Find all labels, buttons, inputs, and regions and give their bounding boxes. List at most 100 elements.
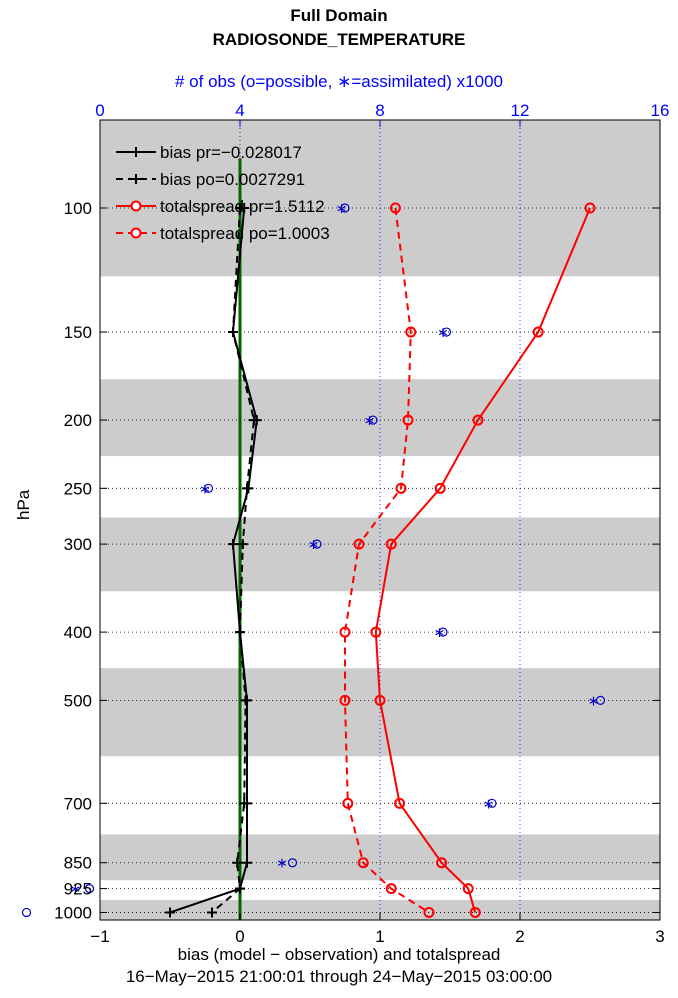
x-tick-label: 1 bbox=[375, 927, 384, 946]
obs-assimilated-marker: ∗ bbox=[70, 881, 82, 897]
obs-possible-marker bbox=[312, 539, 322, 549]
chart-title: Full Domain bbox=[290, 6, 388, 25]
x-tick-label: −1 bbox=[90, 927, 109, 946]
series-point bbox=[235, 627, 245, 638]
series-point bbox=[394, 797, 406, 809]
date-range: 16−May−2015 21:00:01 through 24−May−2015… bbox=[125, 967, 553, 986]
gray-band bbox=[100, 517, 660, 592]
series-line-3 bbox=[344, 207, 430, 914]
series-point bbox=[240, 695, 251, 706]
axis-ticks: −1 0 1 2 30 4 8 12 16100150200250300400500700850… bbox=[54, 101, 669, 946]
series-line-1 bbox=[211, 207, 256, 914]
series-line-2 bbox=[374, 207, 591, 913]
obs-possible-marker bbox=[84, 883, 95, 894]
legend-label: totalspread pr=1.5112 bbox=[160, 197, 325, 216]
gray-band bbox=[100, 834, 660, 881]
y-tick-label: 200 bbox=[64, 411, 92, 430]
y-tick-label: 925 bbox=[64, 880, 92, 899]
legend-marker bbox=[130, 200, 142, 212]
legend-label: bias po=0.0027291 bbox=[160, 170, 305, 189]
legend-marker bbox=[131, 174, 141, 184]
obs-possible-marker bbox=[487, 798, 497, 808]
y-tick-label: 850 bbox=[64, 854, 92, 873]
series-point bbox=[385, 538, 397, 550]
obs-possible-marker bbox=[287, 858, 298, 868]
y-tick-label: 250 bbox=[64, 479, 92, 498]
series-point bbox=[395, 482, 407, 494]
plot-frame bbox=[99, 119, 661, 921]
obs-possible-marker bbox=[438, 627, 448, 637]
x-tick-label: 2 bbox=[515, 927, 524, 946]
y-axis-label: hPa bbox=[14, 489, 33, 520]
obs-assimilated-marker: ∗ bbox=[199, 480, 211, 496]
y-tick-label: 300 bbox=[64, 535, 92, 554]
series-point bbox=[584, 202, 596, 214]
x-tick-label: 3 bbox=[655, 927, 664, 946]
obs-assimilated-marker: ∗ bbox=[364, 412, 376, 428]
top-axis-label: # of obs (o=possible, ∗=assimilated) x10… bbox=[175, 72, 503, 91]
series-point bbox=[228, 539, 238, 550]
data-series bbox=[165, 202, 596, 918]
obs-assimilated-marker: ∗ bbox=[434, 624, 446, 640]
gray-band bbox=[100, 120, 660, 277]
series-point bbox=[342, 797, 354, 809]
obs-assimilated-marker: ∗ bbox=[336, 200, 348, 216]
series-point bbox=[242, 857, 252, 868]
y-tick-label: 150 bbox=[64, 323, 92, 342]
obs-assimilated-marker: ∗ bbox=[437, 324, 449, 340]
obs-possible-marker bbox=[340, 203, 350, 213]
y-tick-label: 100 bbox=[64, 199, 92, 218]
y-tick-label: 400 bbox=[64, 623, 92, 642]
series-point bbox=[462, 883, 474, 895]
y-tick-label: 700 bbox=[64, 794, 92, 813]
series-point bbox=[228, 327, 238, 338]
legend-marker bbox=[131, 147, 141, 157]
series-point bbox=[434, 482, 446, 494]
obs-possible-marker bbox=[441, 327, 452, 337]
series-point bbox=[374, 694, 386, 706]
series-point bbox=[469, 906, 481, 918]
y-tick-label: 500 bbox=[64, 691, 92, 710]
x-tick-label: 0 bbox=[235, 927, 244, 946]
series-point bbox=[242, 483, 252, 494]
series-point bbox=[423, 906, 435, 918]
series-point bbox=[532, 326, 544, 338]
top-x-tick-label: 12 bbox=[511, 101, 530, 120]
series-point bbox=[357, 857, 369, 869]
series-point bbox=[235, 203, 245, 214]
legend-label: totalspread po=1.0003 bbox=[160, 224, 330, 243]
chart-subtitle: RADIOSONDE_TEMPERATURE bbox=[212, 30, 466, 49]
series-point bbox=[339, 694, 351, 706]
obs-assimilated-marker: ∗ bbox=[276, 855, 288, 871]
y-tick-label: 1000 bbox=[54, 903, 92, 922]
gray-bands bbox=[100, 120, 660, 920]
series-point bbox=[402, 414, 414, 426]
series-point bbox=[239, 798, 250, 809]
series-point bbox=[232, 857, 243, 868]
series-point bbox=[249, 415, 259, 426]
obs-possible-marker bbox=[21, 907, 32, 918]
series-point bbox=[385, 883, 397, 895]
series-point bbox=[405, 326, 417, 338]
obs-count-markers: ∗∗∗∗∗∗∗∗∗∗∗ bbox=[21, 200, 606, 918]
series-point bbox=[165, 907, 175, 918]
obs-assimilated-marker: ∗ bbox=[308, 536, 320, 552]
top-x-tick-label: 4 bbox=[235, 101, 244, 120]
top-x-tick-label: 8 bbox=[375, 101, 384, 120]
series-point bbox=[436, 857, 448, 869]
legend: bias pr=−0.028017 bias po=0.0027291 totals… bbox=[116, 143, 330, 243]
top-x-tick-label: 0 bbox=[95, 101, 104, 120]
series-point bbox=[472, 414, 484, 426]
obs-possible-marker bbox=[368, 415, 378, 425]
top-x-tick-label: 16 bbox=[651, 101, 670, 120]
series-point bbox=[339, 626, 351, 638]
series-point bbox=[353, 538, 365, 550]
series-point bbox=[237, 539, 248, 550]
series-point bbox=[235, 883, 245, 894]
series-point bbox=[389, 202, 401, 214]
obs-assimilated-marker: ∗ bbox=[483, 795, 495, 811]
series-point bbox=[370, 626, 382, 638]
obs-assimilated-marker: ∗ bbox=[588, 692, 600, 708]
series-point bbox=[207, 907, 217, 918]
